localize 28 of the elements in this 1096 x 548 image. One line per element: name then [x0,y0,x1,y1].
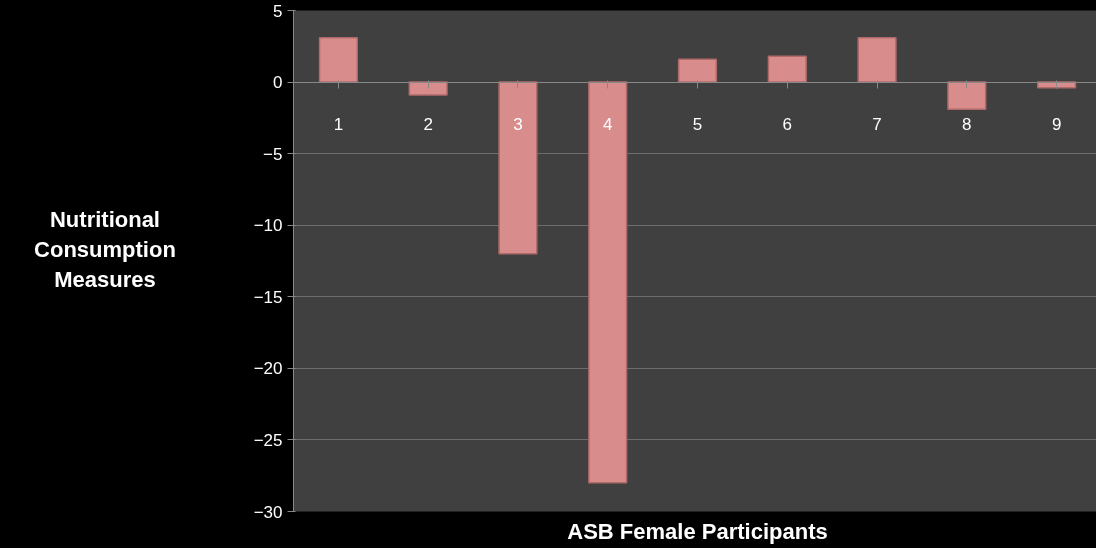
bar [767,55,807,83]
y-tick-label: −25 [253,430,283,450]
bar [318,36,358,83]
y-axis-title: Nutritional Consumption Measures [34,206,176,294]
bar [947,81,987,111]
bar [677,58,718,83]
bar [1037,81,1077,89]
bar [498,81,538,255]
x-tick-label: 2 [423,115,433,135]
x-tick-label: 7 [872,115,882,135]
x-tick-label: 3 [513,115,523,135]
y-tick-label: −10 [253,216,283,236]
bar [588,81,628,484]
x-tick-label: 1 [333,115,344,135]
y-tick-label: 0 [273,73,283,93]
y-tick-label: −15 [253,287,283,307]
x-tick-label: 4 [602,115,613,135]
bar [857,36,897,83]
y-tick-label: −30 [253,502,283,522]
bar [408,81,448,96]
y-tick-label: −20 [253,359,283,379]
y-tick-label: 5 [273,1,283,21]
x-tick-label: 8 [962,115,972,135]
x-tick-label: 9 [1051,115,1062,135]
x-tick-label: 6 [782,115,793,135]
y-tick-label: −5 [263,144,283,164]
x-tick-label: 5 [692,115,703,135]
x-axis-title: ASB Female Participants [567,518,828,544]
